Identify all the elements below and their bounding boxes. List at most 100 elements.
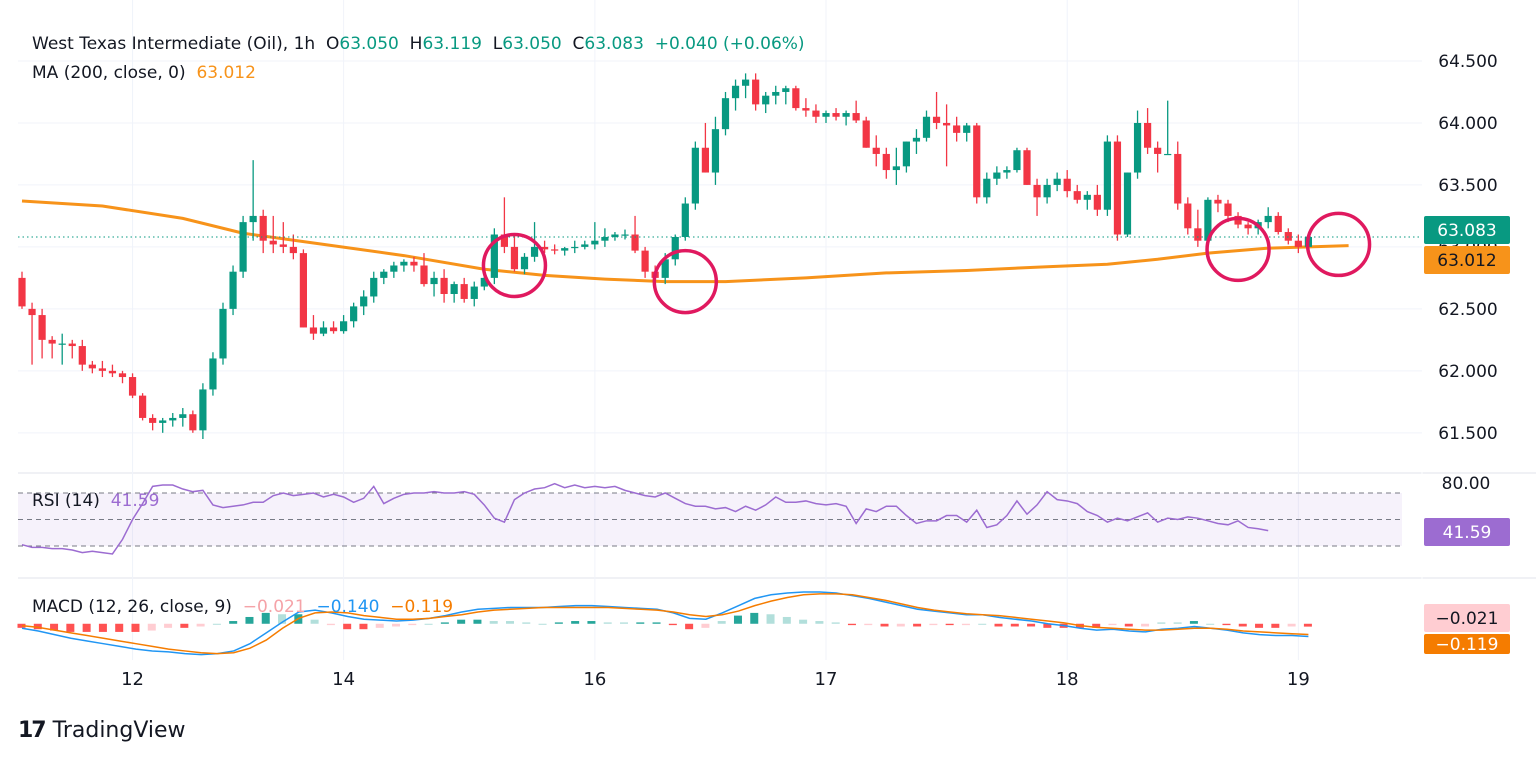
rsi-top-tick: 80.00 (1442, 474, 1491, 494)
rsi-legend: RSI (14) 41.59 (32, 491, 159, 511)
candle-body (782, 88, 790, 92)
candle-body (852, 113, 860, 121)
candle-body (1073, 191, 1081, 200)
price-tick-label: 61.500 (1438, 424, 1497, 444)
macd-hist-bar (913, 623, 922, 627)
overlays (18, 211, 1422, 555)
candle-body (631, 234, 639, 251)
candle-body (520, 256, 529, 270)
macd-hist-bar (310, 619, 319, 624)
candle-body (681, 203, 689, 237)
candle-body (591, 240, 599, 245)
macd-legend: MACD (12, 26, close, 9) −0.021 −0.140 −0… (32, 597, 453, 617)
candle-body (390, 265, 398, 272)
brand-name: TradingView (52, 718, 186, 743)
macd-hist-bar (864, 623, 873, 626)
macd-hist-bar (766, 614, 775, 624)
candle-body (1013, 150, 1021, 171)
macd-hist-bar (815, 621, 824, 624)
support-highlight-circle (1205, 216, 1271, 283)
macd-hist-bar (636, 622, 645, 624)
macd-hist-bar (619, 622, 628, 624)
candle-body (691, 147, 699, 204)
candle-body (68, 343, 76, 347)
candle-body (973, 125, 981, 198)
support-highlight-circle (652, 248, 719, 315)
candle-body (943, 122, 951, 126)
ma-line-group (21, 199, 1349, 284)
candle-body (510, 246, 519, 270)
macd-hist-bar (506, 621, 515, 624)
macd-hist-bar (392, 623, 401, 627)
price-tick-label: 62.500 (1438, 300, 1497, 320)
macd-hist-bar (733, 615, 742, 624)
candle-body (219, 308, 227, 359)
candle-body (149, 417, 157, 423)
candle-body (58, 343, 66, 345)
candle-body (279, 244, 287, 247)
candle-body (993, 172, 1001, 179)
candle-body (1244, 224, 1252, 229)
candle-body (1023, 150, 1031, 185)
rsi-value-badge-bg (1424, 518, 1510, 546)
candle-body (420, 265, 428, 285)
macd-hist-bar (1189, 621, 1198, 624)
candles (18, 73, 1312, 440)
candle-body (802, 108, 810, 111)
macd-hist-bar (961, 623, 970, 626)
macd-hist-bar (489, 621, 498, 624)
instrument-title: West Texas Intermediate (Oil), 1h (32, 34, 316, 54)
candle-body (1284, 232, 1292, 241)
macd-hist-bar (1255, 623, 1264, 628)
candle-body (892, 166, 900, 171)
macd-hist-bar (1124, 623, 1133, 627)
macd-hist-bar (440, 622, 449, 624)
tradingview-brand[interactable]: 17 TradingView (18, 718, 186, 743)
candle-body (922, 116, 931, 138)
candle-body (360, 296, 368, 307)
candle-body (661, 259, 669, 278)
candle-body (249, 215, 257, 223)
macd-hist-bar (473, 619, 482, 624)
candle-body (430, 277, 438, 285)
candle-body (1154, 147, 1162, 154)
candle-body (1164, 153, 1172, 156)
candle-body (1224, 203, 1232, 216)
ma-price-badge: 63.012 (1437, 251, 1496, 271)
candle-body (721, 98, 730, 130)
macd-hist-bar (522, 622, 531, 624)
time-tick-label: 16 (583, 669, 606, 690)
candle-body (159, 420, 167, 423)
candle-body (108, 370, 117, 374)
macd-hist-bar (571, 621, 580, 624)
candle-body (742, 79, 750, 86)
macd-hist-bar (375, 623, 384, 628)
candle-body (179, 414, 187, 418)
macd-hist-bar (261, 612, 270, 624)
candle-body (641, 250, 649, 272)
candle-body (842, 113, 850, 117)
macd-hist-bar (359, 623, 368, 630)
macd-hist-bar (212, 623, 221, 625)
candle-body (953, 125, 961, 133)
ma200-line (21, 199, 1349, 284)
rsi-value-badge: 41.59 (1443, 523, 1492, 543)
candle-body (209, 358, 217, 390)
candle-body (1174, 153, 1182, 204)
macd-hist-bar (668, 623, 677, 626)
high-label: H (409, 34, 423, 54)
time-tick-label: 18 (1056, 669, 1079, 690)
macd-hist-bar (978, 623, 987, 625)
candle-body (1194, 228, 1202, 241)
candle-body (380, 271, 388, 278)
candle-body (470, 286, 478, 299)
macd-label: MACD (12, 26, close, 9) (32, 597, 232, 617)
time-tick-label: 17 (815, 669, 838, 690)
candle-body (239, 222, 247, 272)
candle-body (711, 129, 720, 173)
candle-body (1214, 199, 1222, 204)
candle-body (1274, 215, 1282, 233)
candle-body (340, 321, 348, 332)
price-tick-label: 64.500 (1438, 52, 1497, 72)
macd-hist-bar (1173, 622, 1182, 624)
